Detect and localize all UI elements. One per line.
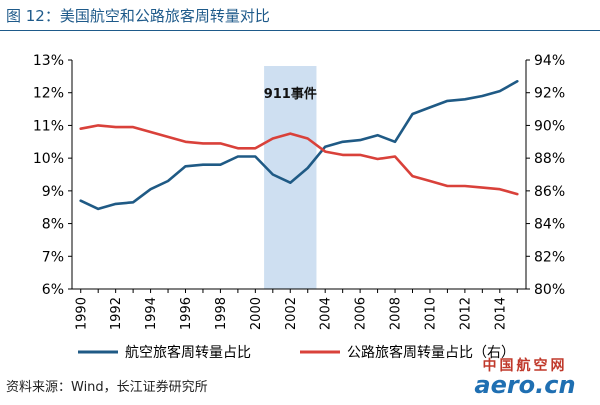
event-highlight-band [264,66,317,289]
x-tick-label: 2000 [249,297,264,330]
y-left-tick-label: 11% [33,118,64,134]
x-tick-label: 2010 [424,297,439,330]
series-air-line [79,80,519,211]
y-left-tick-label: 12% [33,86,64,102]
x-tick-label: 2002 [284,297,299,330]
y-left-tick-label: 7% [42,249,64,265]
y-right-tick-label: 82% [534,249,565,265]
y-right-tick-label: 86% [534,184,565,200]
y-right-tick-label: 80% [534,282,565,298]
y-left-tick-label: 10% [33,151,64,167]
y-right-tick-label: 84% [534,217,565,233]
series-road-line [79,124,519,196]
y-right-tick-label: 92% [534,86,565,102]
y-left-tick-label: 6% [42,282,64,298]
figure-title: 图 12：美国航空和公路旅客周转量对比 [6,7,270,25]
x-tick-label: 2014 [493,297,508,330]
y-left-tick-label: 8% [42,217,64,233]
y-left-tick-label: 9% [42,184,64,200]
source-note: 资料来源：Wind，长江证券研究所 [6,380,208,395]
x-tick-label: 2004 [319,297,334,330]
y-left-tick-label: 13% [33,53,64,69]
x-tick-label: 2008 [389,297,404,330]
watermark-top-text: 中国航空网 [482,358,568,374]
x-tick-label: 1994 [144,297,159,330]
watermark-bottom-text: aero.cn [474,371,576,399]
watermark-logo: 中国航空网 aero.cn [452,355,598,403]
x-tick-label: 1992 [109,297,124,330]
x-tick-label: 2012 [458,297,473,330]
y-right-tick-label: 90% [534,118,565,134]
legend-label: 公路旅客周转量占比（右） [347,344,515,361]
y-right-tick-label: 88% [534,151,565,167]
x-tick-label: 1998 [214,297,229,330]
x-tick-label: 1996 [179,297,194,330]
y-right-tick-label: 94% [534,53,565,69]
legend-label: 航空旅客周转量占比 [125,344,251,361]
title-divider [0,30,600,31]
x-tick-label: 1990 [74,297,89,330]
event-annotation-label: 911事件 [264,86,317,102]
x-tick-label: 2006 [354,297,369,330]
